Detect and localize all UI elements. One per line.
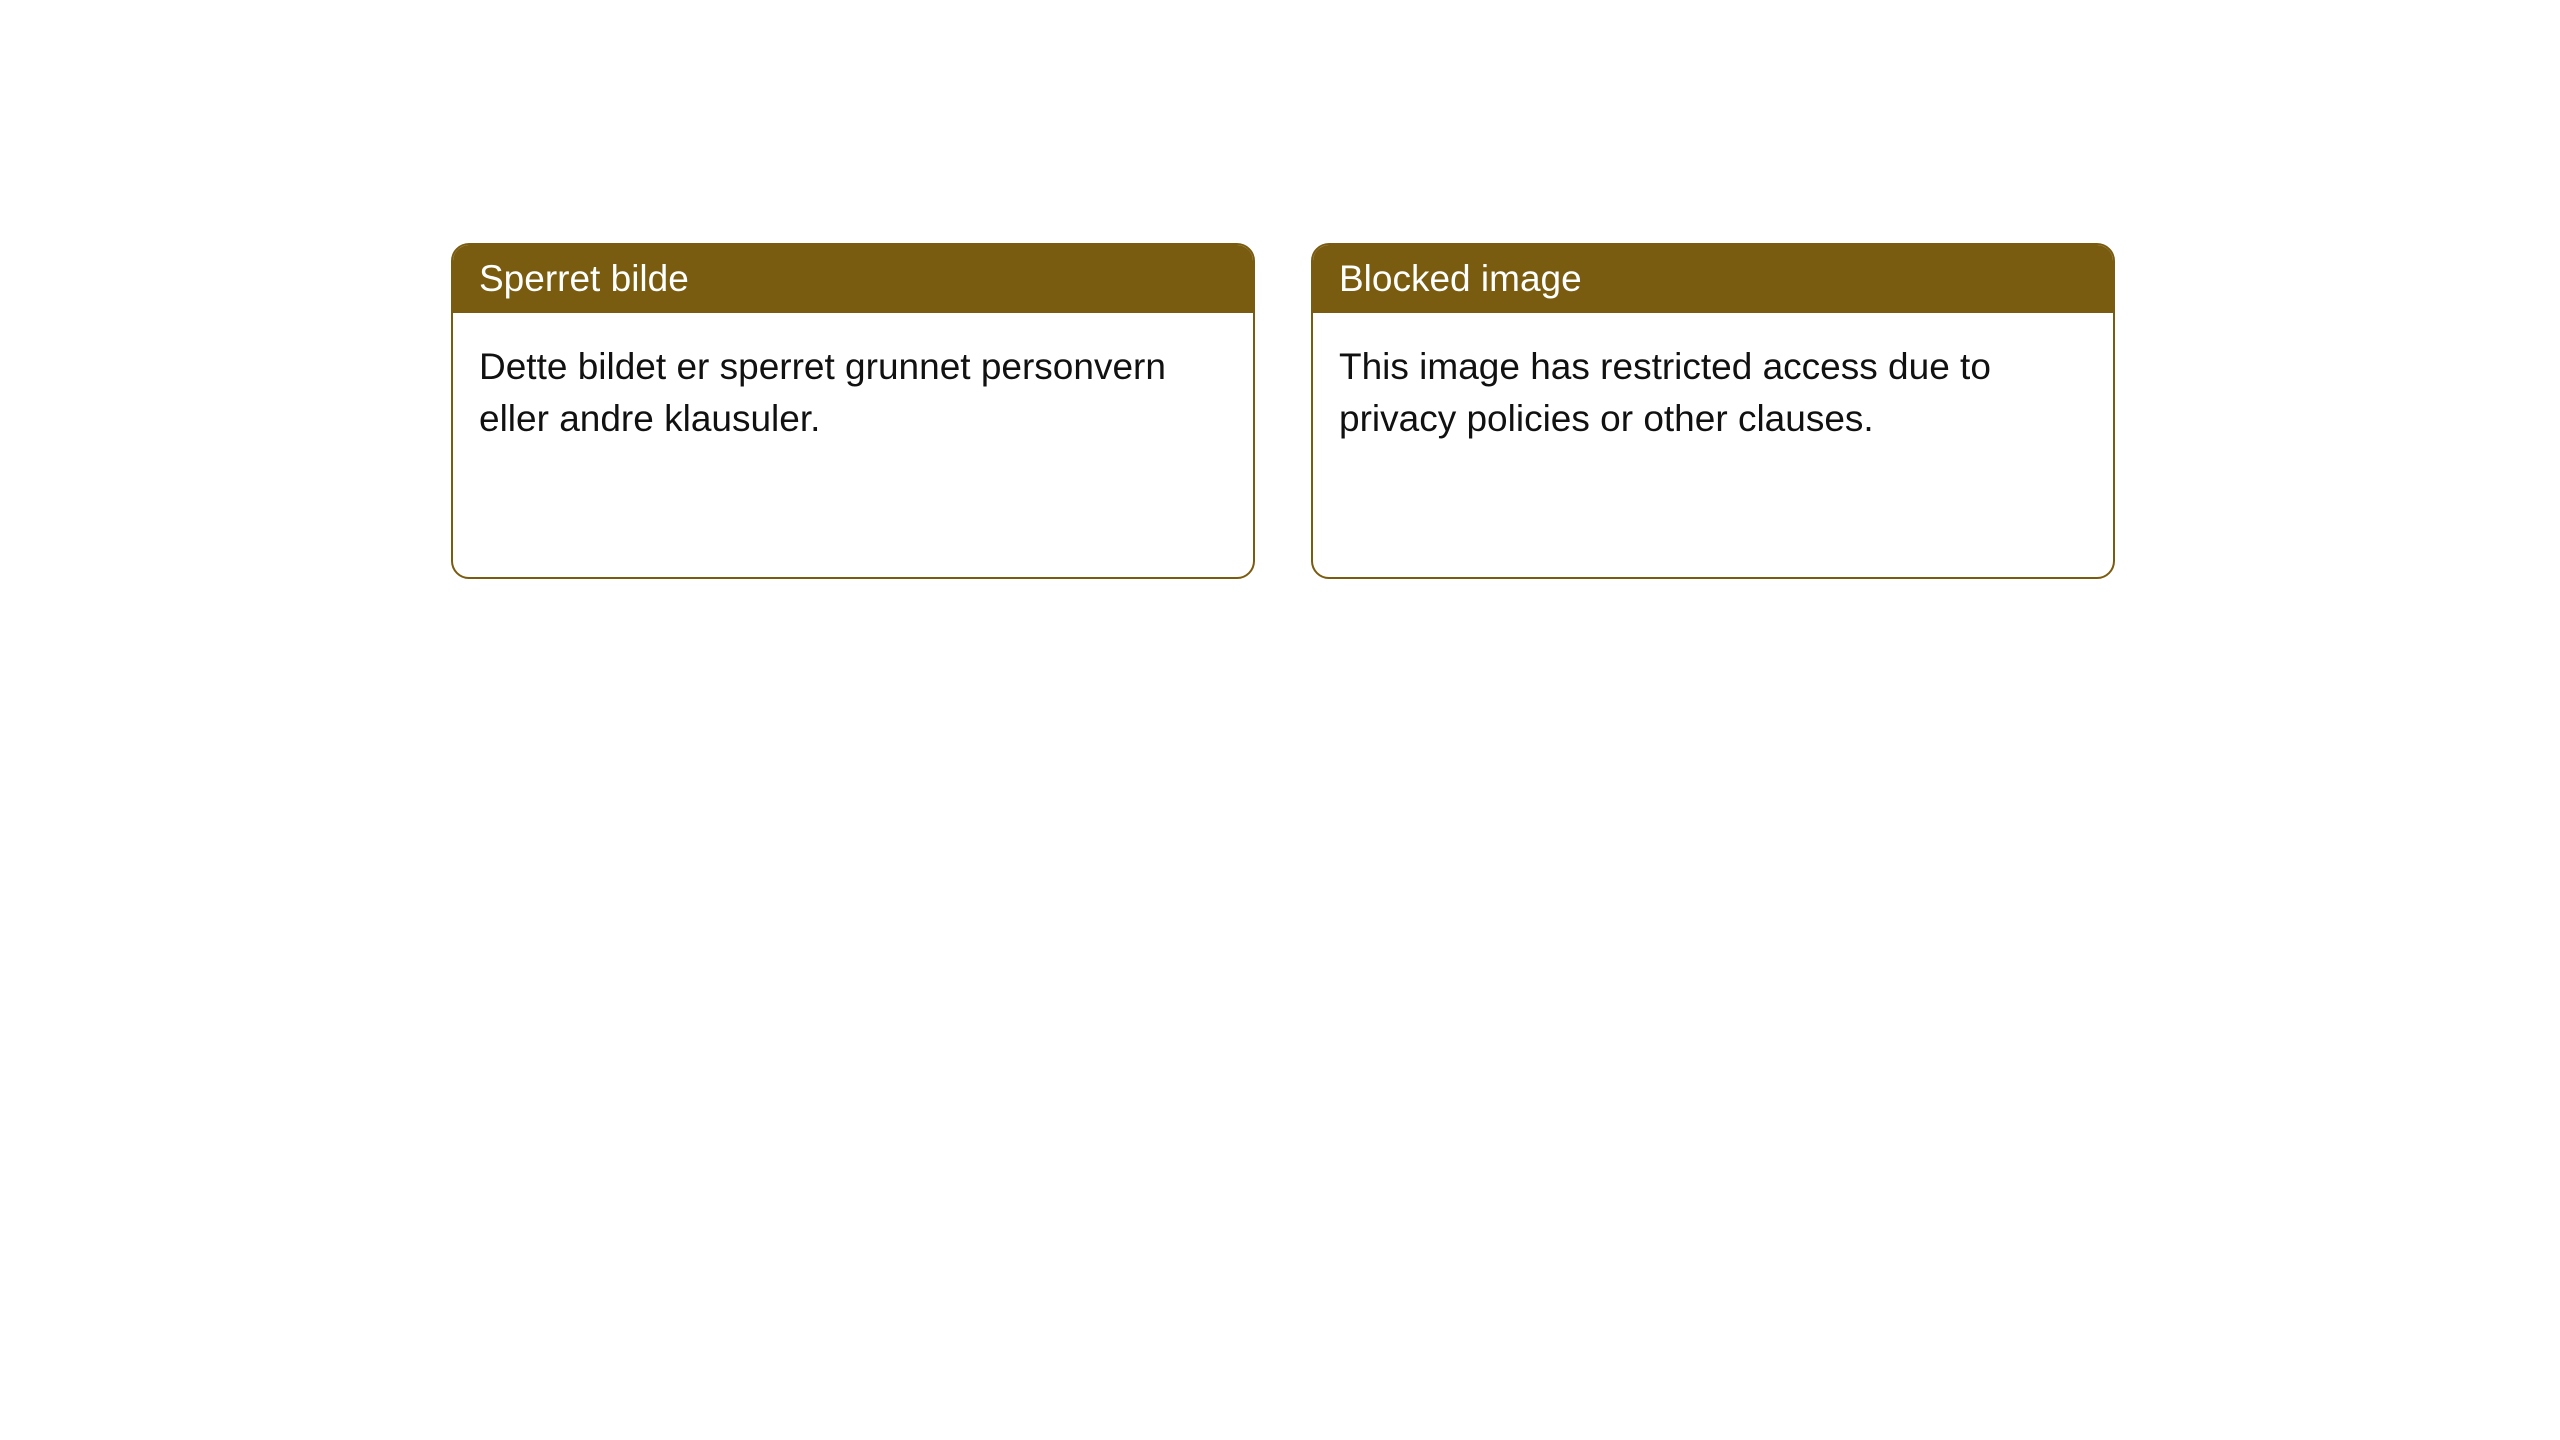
notice-card-norwegian: Sperret bilde Dette bildet er sperret gr… [451, 243, 1255, 579]
notice-message: This image has restricted access due to … [1313, 313, 2113, 473]
notice-message: Dette bildet er sperret grunnet personve… [453, 313, 1253, 473]
notice-title: Sperret bilde [453, 245, 1253, 313]
notice-card-english: Blocked image This image has restricted … [1311, 243, 2115, 579]
notice-cards-container: Sperret bilde Dette bildet er sperret gr… [451, 243, 2115, 579]
notice-title: Blocked image [1313, 245, 2113, 313]
